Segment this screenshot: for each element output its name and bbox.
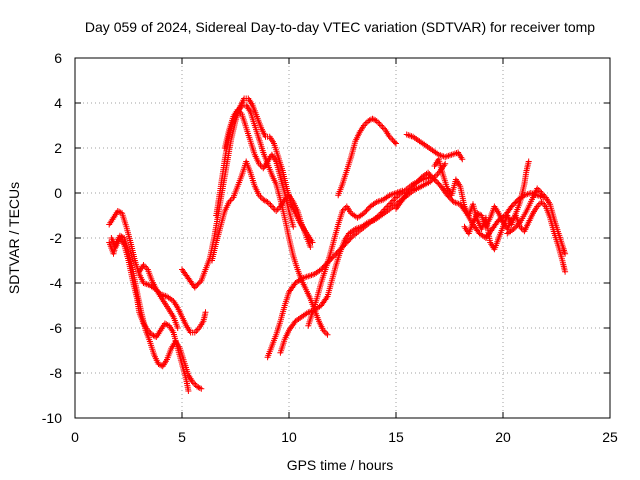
series-markers	[213, 102, 331, 338]
x-tick-label: 0	[71, 429, 79, 445]
y-tick-label: -2	[50, 230, 63, 246]
series-markers	[136, 262, 181, 331]
series-track-2	[106, 232, 205, 392]
series-markers	[221, 106, 297, 230]
y-tick-label: -4	[50, 275, 63, 291]
series-markers	[431, 156, 532, 253]
series-markers	[461, 199, 569, 275]
x-tick-label: 10	[281, 429, 297, 445]
x-tick-label: 5	[178, 429, 186, 445]
y-tick-label: -8	[50, 365, 63, 381]
y-tick-label: -10	[42, 410, 62, 426]
series-track-10	[277, 160, 449, 356]
series-markers	[504, 185, 569, 257]
series-markers	[106, 208, 209, 336]
series-track-6	[213, 102, 331, 338]
series-track-8	[221, 106, 297, 230]
series-markers	[209, 158, 314, 264]
series-track-15	[431, 156, 532, 253]
x-tick-label: 15	[388, 429, 404, 445]
data-marks	[106, 95, 569, 394]
x-axis-ticks: 0 5 10 15 20 25	[71, 58, 618, 445]
y-axis-label: SDTVAR / TECUs	[6, 182, 22, 294]
series-markers	[108, 235, 192, 394]
y-tick-label: 2	[54, 140, 62, 156]
series-markers	[277, 160, 449, 356]
x-tick-label: 25	[602, 429, 618, 445]
series-track-4	[136, 262, 181, 331]
series-track-3	[108, 235, 192, 394]
series-track-16	[461, 199, 569, 275]
series-markers	[305, 187, 406, 329]
series-track-1	[106, 208, 209, 336]
y-axis-ticks: -10 -8 -6 -4 -2 0 2 4 6	[42, 50, 610, 426]
x-tick-label: 20	[495, 429, 511, 445]
y-tick-label: -6	[50, 320, 63, 336]
series-markers	[335, 115, 399, 199]
y-tick-label: 4	[54, 95, 62, 111]
series-track-12	[335, 115, 399, 199]
y-tick-label: 0	[54, 185, 62, 201]
x-axis-label: GPS time / hours	[287, 457, 394, 473]
series-track-17	[504, 185, 569, 257]
series-markers	[106, 232, 205, 392]
plot-frame	[74, 57, 611, 419]
series-track-7	[209, 158, 314, 264]
series-track-11	[305, 187, 406, 329]
series-track-13	[403, 131, 466, 163]
grid-lines	[75, 58, 610, 418]
y-tick-label: 6	[54, 50, 62, 66]
series-markers	[403, 131, 466, 163]
chart-title: Day 059 of 2024, Sidereal Day-to-day VTE…	[85, 19, 595, 35]
